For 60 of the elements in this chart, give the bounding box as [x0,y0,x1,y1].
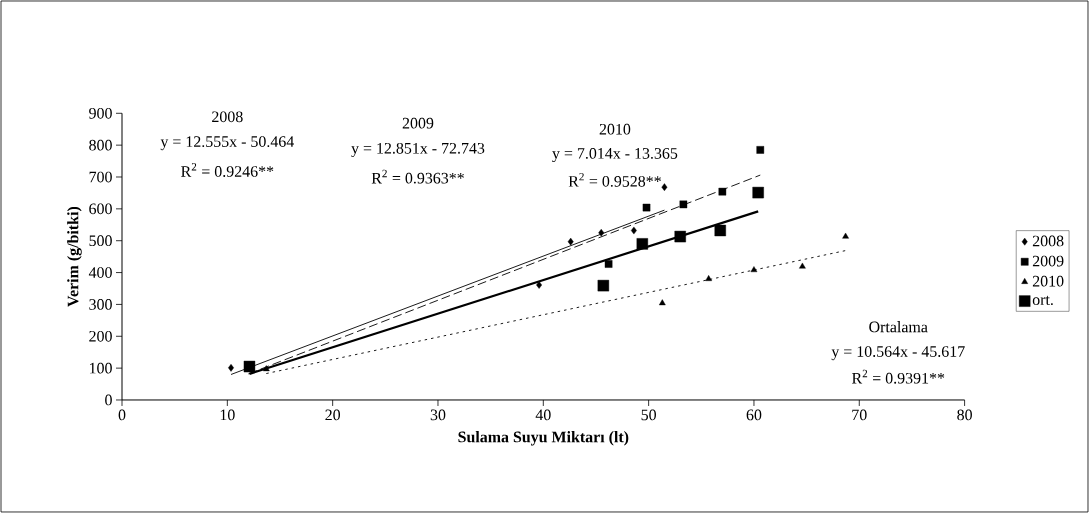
annotation: y = 7.014x - 13.365 [552,148,678,163]
point [756,146,765,154]
point [674,230,686,243]
point [598,228,605,237]
y-tick-label: 100 [89,362,112,374]
y-tick-label: 600 [89,203,112,215]
y-tick-label: 0 [105,394,112,406]
point [597,279,610,292]
annotation: 2008 [212,111,243,123]
y-tick-label: 700 [89,171,112,183]
x-tick-label: 60 [746,409,762,421]
x-tick-label: 70 [852,409,867,421]
y-axis-title: Verim (g/bitki) [67,206,82,307]
legend-label: 2010 [1032,275,1064,287]
point [636,238,649,250]
x-tick-label: 0 [118,409,126,421]
x-tick-label: 50 [641,409,656,421]
x-tick-label: 10 [220,409,235,421]
point [604,260,613,268]
point [750,266,758,273]
point [679,200,688,209]
point [842,232,849,239]
point [243,360,256,373]
annotation: y = 12.851x - 72.743 [351,142,485,157]
legend-label: 2008 [1032,235,1064,247]
annotation: y = 10.564x - 45.617 [831,346,965,361]
legend-label: 2009 [1032,255,1064,267]
point [752,186,764,199]
legend-label: ort. [1032,295,1053,306]
y-tick-label: 500 [89,235,112,247]
y-tick-label: 200 [89,330,112,342]
point [661,183,668,191]
point [536,281,542,289]
point [262,365,270,372]
annotation: R$^{2}$ = 0.9391** [851,369,945,384]
annotation: R$^{2}$ = 0.9363** [371,169,464,184]
annotation: Ortalama [869,321,928,333]
point [567,237,574,246]
annotation: R$^{2}$ = 0.9246** [181,163,274,177]
point [659,299,666,306]
x-tick-label: 80 [957,409,972,421]
point [799,262,806,269]
x-axis-title: Sulama Suyu Miktarı (lt) [458,431,629,446]
point [705,275,712,281]
point [642,203,651,212]
point [718,187,727,196]
x-tick-label: 20 [325,409,341,421]
point [228,364,234,372]
y-tick-label: 300 [89,299,112,310]
y-tick-label: 400 [88,267,112,278]
annotation: y = 12.555x - 50.464 [160,136,295,151]
point [630,226,637,235]
y-tick-label: 800 [89,139,112,151]
annotation: 2009 [402,117,434,129]
x-tick-label: 40 [535,409,551,421]
y-tick-label: 900 [89,107,112,119]
point [714,224,726,237]
annotation: 2010 [599,123,631,135]
x-tick-label: 30 [430,409,446,421]
annotation: R$^{2}$ = 0.9528** [568,172,661,187]
